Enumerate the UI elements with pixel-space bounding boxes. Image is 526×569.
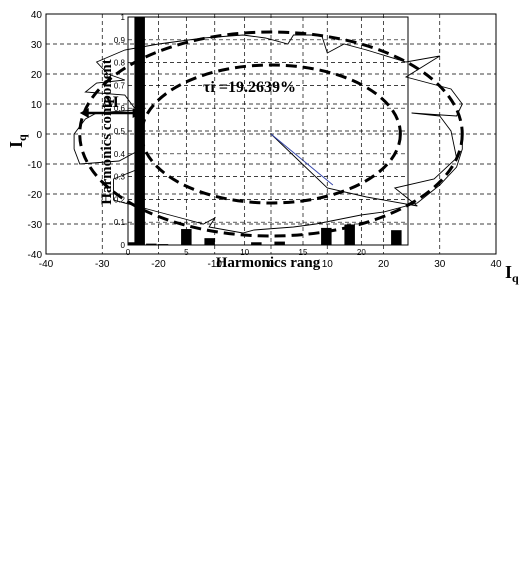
thd-annotation: τi =19.2639% — [203, 79, 296, 96]
y-tick-label: -20 — [28, 190, 43, 201]
x-axis-right-label-main: I — [505, 262, 512, 282]
harmonic-bar — [344, 224, 355, 245]
y-tick-label-2: 0.1 — [114, 218, 126, 227]
x-tick-labels: -40 -30 -20 -10 0 10 20 30 40 — [39, 259, 502, 270]
harmonic-bar — [274, 241, 285, 245]
x-tick-label-2: 15 — [299, 248, 308, 257]
y-axis-label: Iq — [6, 134, 29, 148]
harmonic-bar — [181, 229, 192, 245]
y-tick-label-2: 0 — [121, 241, 126, 250]
x-tick-labels-2: 0 5 10 15 20 — [126, 248, 367, 257]
harmonic-bar — [169, 244, 180, 246]
y-axis-label-sub: q — [15, 134, 29, 141]
harmonic-bar — [379, 244, 390, 246]
harmonic-bar — [309, 244, 320, 246]
x-tick-label: 0 — [268, 259, 274, 270]
start-segment — [270, 133, 334, 186]
y-tick-label: 10 — [31, 100, 43, 111]
x-tick-label: -20 — [151, 259, 166, 270]
harmonic-bar — [262, 244, 274, 246]
x-tick-label: 30 — [434, 259, 446, 270]
harmonic-bar — [251, 242, 262, 245]
harmonic-bar — [321, 227, 332, 245]
harmonic-bar — [216, 244, 227, 246]
delta-i-label: ΔI — [103, 94, 119, 111]
harmonic-bar — [332, 244, 344, 246]
y-tick-label-2: 0.8 — [114, 59, 126, 68]
x-axis-label-2: Harmonics rang — [216, 255, 321, 271]
x-tick-label: 40 — [490, 259, 502, 270]
x-tick-label-2: 5 — [184, 248, 189, 257]
harmonic-bar — [367, 244, 379, 246]
y-tick-label-2: 0.6 — [114, 104, 126, 113]
x-tick-label-2: 10 — [240, 248, 249, 257]
x-tick-label: -30 — [95, 259, 110, 270]
y-tick-label: 40 — [31, 10, 43, 21]
harmonic-bar — [128, 242, 140, 245]
y-tick-label: -30 — [28, 220, 43, 231]
grid-lines-2 — [128, 17, 408, 245]
x-axis-right-label: Iq — [505, 262, 519, 285]
harmonic-bar — [157, 244, 169, 245]
y-tick-label: 0 — [36, 130, 42, 141]
harmonics-bar-chart: 0 5 10 15 20 0 0.1 0.2 0.3 0.4 0.5 0.6 0.7 0.8 0.9 1 τ… — [99, 13, 409, 271]
x-tick-label: -40 — [39, 259, 54, 270]
y-tick-label: 30 — [31, 40, 43, 51]
y-tick-labels: 40 30 20 10 0 -10 -20 -30 -40 — [28, 10, 43, 261]
y-axis-label-main: I — [6, 141, 26, 148]
x-axis-right-label-sub: q — [512, 271, 519, 285]
x-tick-label-2: 0 — [126, 248, 131, 257]
y-tick-label-2: 1 — [121, 13, 126, 22]
harmonic-bar — [297, 244, 309, 246]
harmonic-bar — [239, 244, 250, 246]
x-tick-label-2: 20 — [357, 248, 366, 257]
y-axis-label-2: Harmonics component — [99, 59, 115, 204]
current-trajectory — [73, 34, 463, 234]
delta-arrow-head-left — [79, 108, 89, 118]
y-tick-label-2: 0.4 — [114, 150, 126, 159]
y-tick-label-2: 0.3 — [114, 173, 126, 182]
harmonic-bar — [134, 17, 145, 245]
x-tick-label: 20 — [378, 259, 390, 270]
harmonic-bar — [286, 244, 297, 246]
harmonic-bar — [227, 244, 239, 246]
y-tick-label-2: 0.5 — [114, 127, 126, 136]
harmonic-bar — [356, 244, 367, 246]
x-tick-label: -10 — [208, 259, 223, 270]
y-tick-label-2: 0.9 — [114, 36, 126, 45]
y-tick-label-2: 0.7 — [114, 81, 126, 90]
harmonic-bars — [128, 17, 402, 246]
trajectory-curves — [73, 30, 464, 238]
harmonic-bar — [391, 230, 402, 245]
harmonic-bar — [192, 244, 204, 246]
y-tick-labels-2: 0 0.1 0.2 0.3 0.4 0.5 0.6 0.7 0.8 0.9 1 — [114, 13, 126, 250]
harmonic-bar — [146, 243, 157, 245]
y-tick-label: -10 — [28, 160, 43, 171]
x-tick-label: 10 — [322, 259, 334, 270]
grid-lines — [46, 14, 496, 254]
harmonic-bar — [204, 238, 215, 245]
y-tick-label: 20 — [31, 70, 43, 81]
y-tick-label-2: 0.2 — [114, 195, 126, 204]
inner-dashed-circle — [140, 63, 402, 205]
y-tick-label: -40 — [28, 250, 43, 261]
